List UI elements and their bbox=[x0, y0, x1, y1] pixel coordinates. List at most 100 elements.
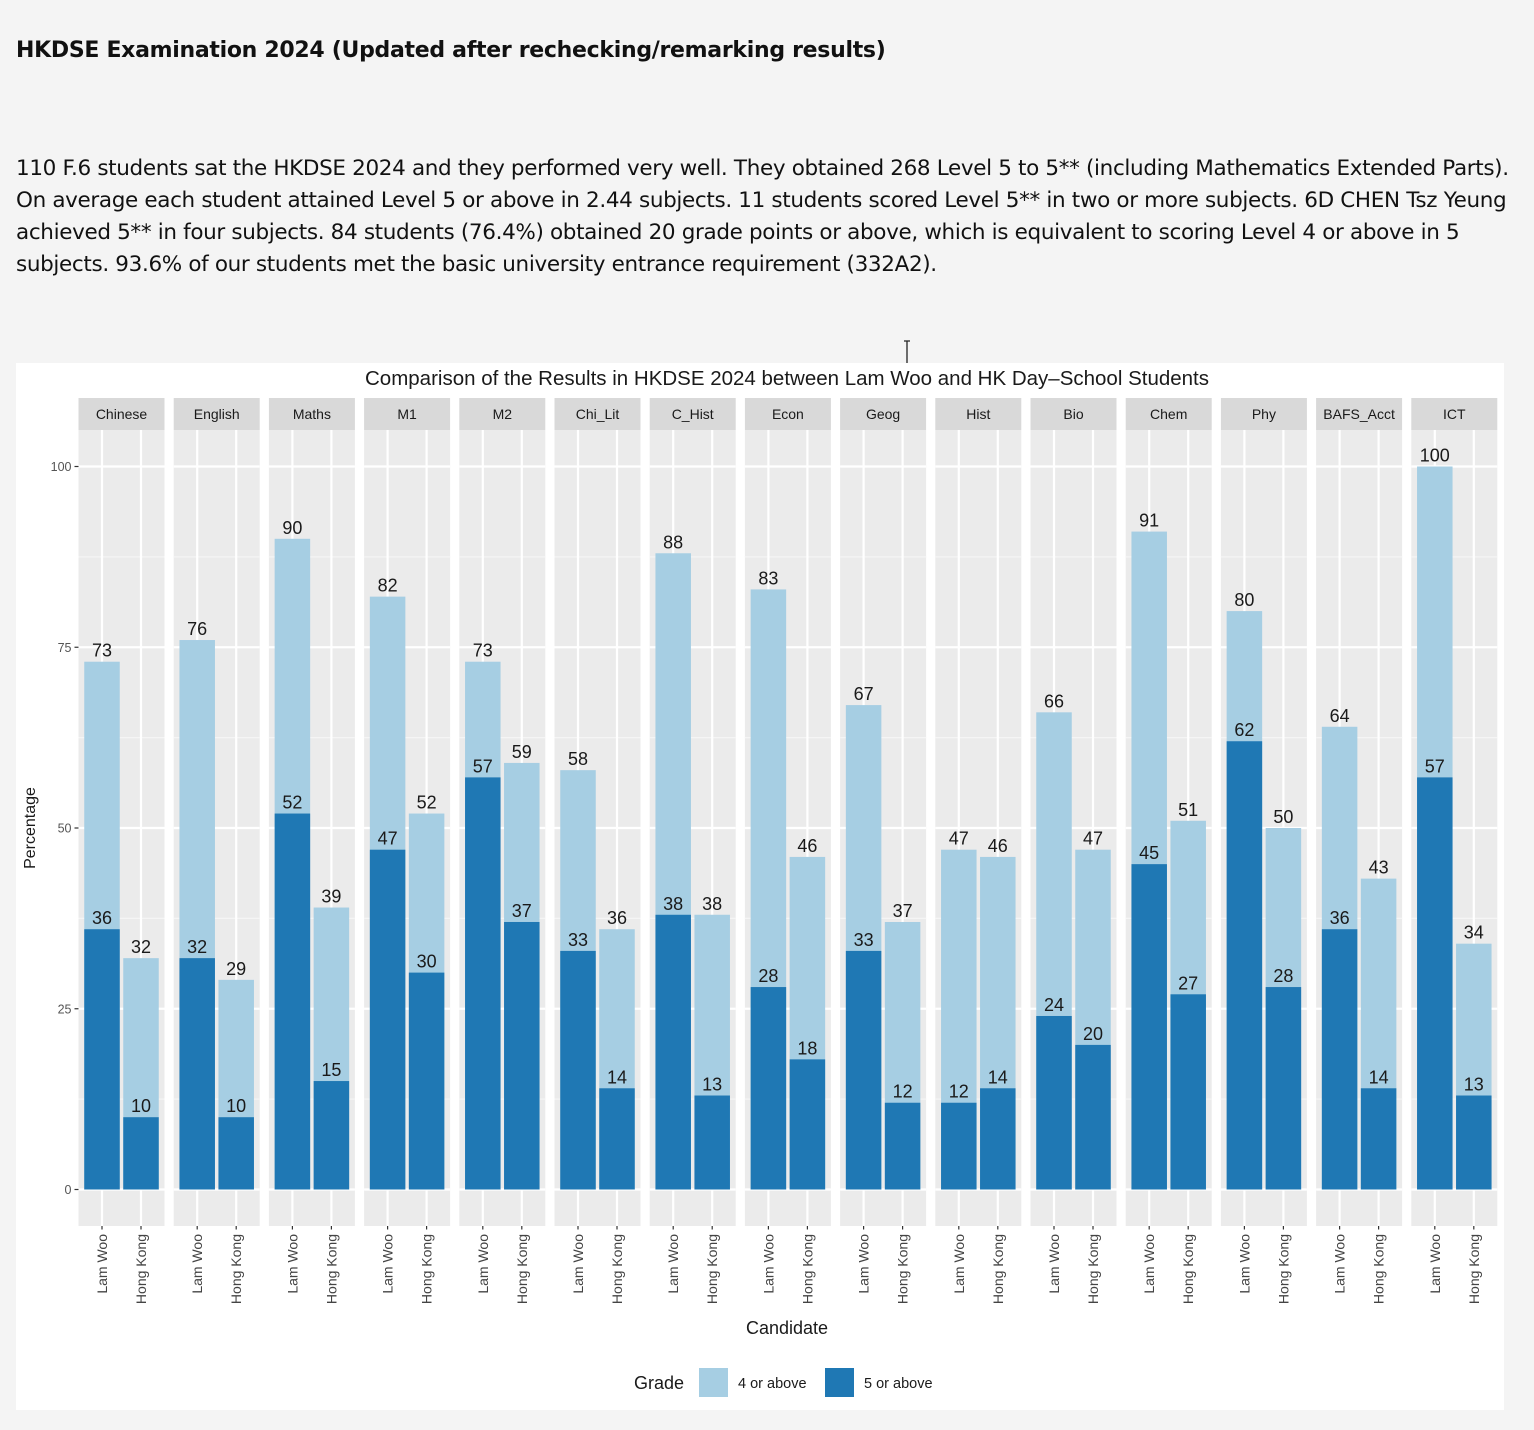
data-label-4-or-above: 58 bbox=[568, 749, 588, 769]
facet-panel-chem: Chem 91 45 Lam Woo 51 27 Hong Kong bbox=[1125, 398, 1212, 1304]
data-label-5-or-above: 14 bbox=[988, 1067, 1008, 1087]
x-axis-label: Candidate bbox=[746, 1318, 828, 1338]
chart-title: Comparison of the Results in HKDSE 2024 … bbox=[365, 367, 1209, 390]
data-label-5-or-above: 14 bbox=[607, 1067, 627, 1087]
x-tick-label: Hong Kong bbox=[1466, 1234, 1482, 1304]
legend-label-five-or-above: 5 or above bbox=[864, 1376, 933, 1392]
bar-5-or-above-lam-woo bbox=[84, 929, 120, 1190]
bar-5-or-above-hong-kong bbox=[504, 921, 540, 1190]
bar-5-or-above-lam-woo bbox=[274, 813, 311, 1190]
intro-paragraph: 110 F.6 students sat the HKDSE 2024 and … bbox=[16, 156, 1509, 277]
data-label-5-or-above: 36 bbox=[92, 908, 112, 928]
data-label-5-or-above: 18 bbox=[797, 1038, 817, 1058]
x-tick-label: Lam Woo bbox=[380, 1234, 396, 1294]
facet-panel-bio: Bio 66 24 Lam Woo 47 20 Hong Kong bbox=[1030, 398, 1117, 1304]
facet-panel-english: English 76 32 Lam Woo 29 10 Hong Kong bbox=[173, 398, 260, 1304]
bar-5-or-above-hong-kong bbox=[313, 1081, 350, 1190]
bar-5-or-above-hong-kong bbox=[599, 1088, 635, 1190]
facet-strip-label: M1 bbox=[397, 406, 417, 422]
bar-5-or-above-lam-woo bbox=[1131, 864, 1167, 1190]
bar-5-or-above-lam-woo bbox=[655, 914, 691, 1190]
bar-5-or-above-hong-kong bbox=[123, 1117, 159, 1190]
data-label-4-or-above: 73 bbox=[473, 641, 493, 661]
y-tick-label: 50 bbox=[58, 822, 72, 836]
data-label-4-or-above: 80 bbox=[1234, 590, 1254, 610]
data-label-5-or-above: 13 bbox=[1464, 1075, 1484, 1095]
data-label-5-or-above: 32 bbox=[187, 937, 207, 957]
data-label-4-or-above: 67 bbox=[854, 684, 874, 704]
facet-strip-label: Chinese bbox=[96, 406, 148, 422]
facet-strip bbox=[935, 398, 1022, 430]
x-tick-label: Hong Kong bbox=[323, 1234, 339, 1304]
data-label-5-or-above: 28 bbox=[758, 966, 778, 986]
data-label-5-or-above: 28 bbox=[1273, 966, 1293, 986]
x-tick-label: Hong Kong bbox=[1371, 1234, 1387, 1304]
x-tick-label: Hong Kong bbox=[990, 1234, 1006, 1304]
facet-strip bbox=[554, 398, 641, 430]
facet-panel-maths: Maths 90 52 Lam Woo 39 15 Hong Kong bbox=[268, 398, 355, 1304]
x-tick-label: Hong Kong bbox=[704, 1234, 720, 1304]
bar-5-or-above-hong-kong bbox=[1075, 1044, 1111, 1190]
x-tick-label: Hong Kong bbox=[1085, 1234, 1101, 1304]
y-axis: 0 25 50 75 100 bbox=[51, 460, 79, 1197]
x-tick-label: Lam Woo bbox=[1046, 1234, 1062, 1294]
data-label-5-or-above: 30 bbox=[417, 952, 437, 972]
x-tick-label: Lam Woo bbox=[856, 1234, 872, 1294]
x-tick-label: Lam Woo bbox=[475, 1234, 491, 1294]
y-tick-label: 25 bbox=[58, 1002, 72, 1016]
facet-strip-label: Phy bbox=[1252, 406, 1276, 422]
data-label-5-or-above: 62 bbox=[1234, 720, 1254, 740]
facet-panel-c-hist: C_Hist 88 38 Lam Woo 38 13 Hong Kong bbox=[649, 398, 736, 1304]
facet-strip-label: Econ bbox=[772, 406, 804, 422]
x-tick-label: Lam Woo bbox=[94, 1234, 110, 1294]
data-label-4-or-above: 76 bbox=[187, 619, 207, 639]
x-tick-label: Lam Woo bbox=[1427, 1234, 1443, 1294]
bar-5-or-above-hong-kong bbox=[884, 1102, 921, 1190]
data-label-4-or-above: 38 bbox=[702, 894, 722, 914]
bar-5-or-above-lam-woo bbox=[1036, 1015, 1072, 1190]
facet-strip-label: BAFS_Acct bbox=[1323, 406, 1395, 422]
facet-strip bbox=[1220, 398, 1307, 430]
x-tick-label: Lam Woo bbox=[760, 1234, 776, 1294]
y-tick-label: 100 bbox=[51, 460, 72, 474]
facet-strip bbox=[649, 398, 736, 430]
facet-panel-geog: Geog 67 33 Lam Woo 37 12 Hong Kong bbox=[840, 398, 927, 1304]
data-label-5-or-above: 57 bbox=[473, 756, 493, 776]
data-label-4-or-above: 36 bbox=[607, 908, 627, 928]
data-label-4-or-above: 39 bbox=[321, 887, 341, 907]
data-label-5-or-above: 36 bbox=[1330, 908, 1350, 928]
data-label-5-or-above: 10 bbox=[226, 1096, 246, 1116]
data-label-5-or-above: 15 bbox=[321, 1060, 341, 1080]
data-label-4-or-above: 91 bbox=[1139, 511, 1159, 531]
bar-5-or-above-hong-kong bbox=[1456, 1095, 1492, 1190]
data-label-5-or-above: 20 bbox=[1083, 1024, 1103, 1044]
data-label-4-or-above: 52 bbox=[417, 793, 437, 813]
facet-panel-m1: M1 82 47 Lam Woo 52 30 Hong Kong bbox=[364, 398, 451, 1304]
x-tick-label: Lam Woo bbox=[189, 1234, 205, 1294]
facet-panel-phy: Phy 80 62 Lam Woo 50 28 Hong Kong bbox=[1220, 398, 1307, 1304]
facet-strip bbox=[459, 398, 546, 430]
data-label-4-or-above: 37 bbox=[893, 901, 913, 921]
bar-5-or-above-hong-kong bbox=[218, 1117, 254, 1190]
bar-5-or-above-lam-woo bbox=[1417, 777, 1453, 1190]
x-tick-label: Hong Kong bbox=[514, 1234, 530, 1304]
data-label-4-or-above: 82 bbox=[378, 576, 398, 596]
data-label-4-or-above: 50 bbox=[1273, 807, 1293, 827]
data-label-4-or-above: 73 bbox=[92, 641, 112, 661]
y-tick-label: 0 bbox=[65, 1183, 72, 1197]
x-tick-label: Lam Woo bbox=[1236, 1234, 1252, 1294]
facet-strip bbox=[78, 398, 165, 430]
data-label-5-or-above: 38 bbox=[663, 894, 683, 914]
bar-5-or-above-lam-woo bbox=[845, 950, 882, 1190]
x-tick-label: Lam Woo bbox=[665, 1234, 681, 1294]
y-tick-label: 75 bbox=[58, 641, 72, 655]
facet-strip bbox=[744, 398, 831, 430]
data-label-4-or-above: 29 bbox=[226, 959, 246, 979]
x-tick-label: Hong Kong bbox=[419, 1234, 435, 1304]
data-label-5-or-above: 33 bbox=[854, 930, 874, 950]
bar-5-or-above-lam-woo bbox=[179, 958, 215, 1190]
facet-strip-label: Maths bbox=[293, 406, 331, 422]
facet-panel-m2: M2 73 57 Lam Woo 59 37 Hong Kong bbox=[459, 398, 546, 1304]
x-tick-label: Lam Woo bbox=[951, 1234, 967, 1294]
facet-panel-hist: Hist 47 12 Lam Woo 46 14 Hong Kong bbox=[935, 398, 1022, 1304]
